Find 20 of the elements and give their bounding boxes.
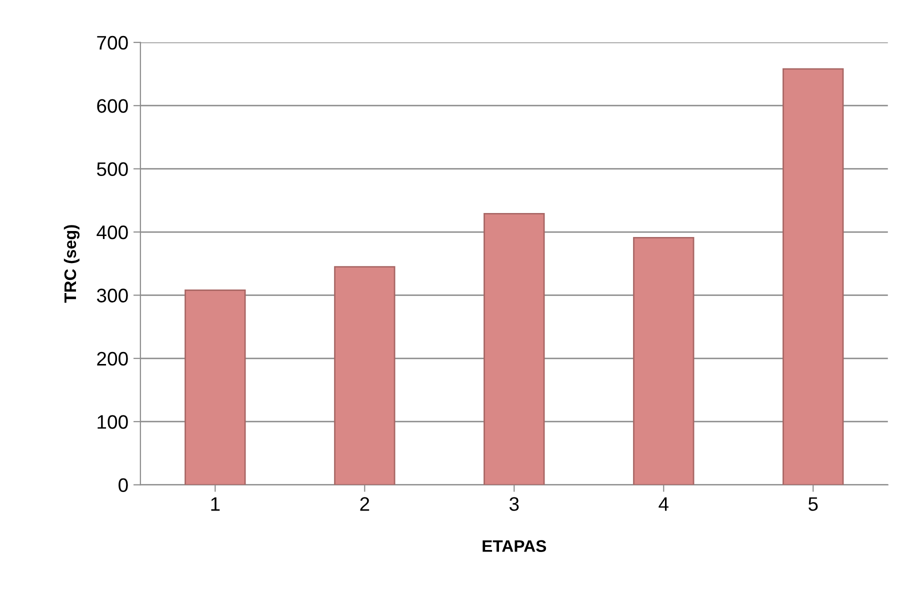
y-tick-label: 500 <box>96 162 128 176</box>
y-tick-label: 400 <box>96 225 128 240</box>
bar <box>484 212 545 485</box>
x-tick-label: 1 <box>211 497 220 511</box>
y-tick-label: 200 <box>97 352 128 366</box>
y-tick-label: 700 <box>97 36 128 50</box>
y-tick-label: 600 <box>97 99 128 113</box>
bar <box>782 68 844 485</box>
bar <box>184 289 246 485</box>
x-axis-title: ETAPAS <box>482 540 546 552</box>
x-tick-label: 4 <box>658 497 668 511</box>
bar <box>633 237 694 485</box>
y-tick-label: 100 <box>98 415 128 429</box>
y-tick-label: 0 <box>118 478 128 492</box>
bar <box>334 266 396 485</box>
x-tick-label: 3 <box>509 497 519 511</box>
y-tick-label: 300 <box>96 288 128 302</box>
x-tick-label: 5 <box>808 497 818 511</box>
x-tick-label: 2 <box>360 497 370 511</box>
y-axis-title: TRC (seg) <box>64 225 80 303</box>
